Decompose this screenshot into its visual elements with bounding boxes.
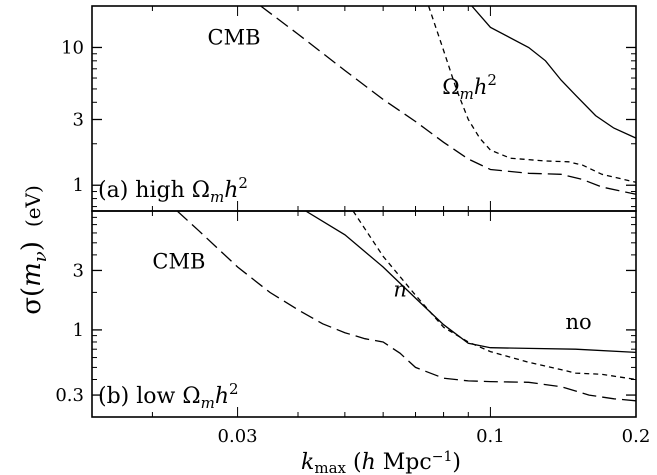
x-axis-title: kmax (h Mpc−1) (301, 449, 461, 475)
x-tick-label: 0.2 (622, 426, 651, 447)
y-axis-title-sigma: σ( (17, 287, 47, 315)
panel-label-top: (a) high Ωmh2 (98, 174, 248, 206)
x-axis-title-close: ) (452, 450, 461, 475)
annotation-bottom: n (393, 278, 407, 302)
y-tick-label-top: 1 (73, 175, 84, 196)
x-axis-title-mpc: Mpc (376, 450, 432, 475)
panel-top: 1 3 10 CMB Ωmh2 (a) high Ωmh2 (61, 5, 637, 212)
annotation-top: Ωmh2 (442, 71, 497, 103)
x-axis-title-k: k (301, 450, 314, 475)
x-tick-label: 0.03 (218, 426, 258, 447)
series-bottom-n-short (352, 211, 636, 381)
annotation-top: CMB (208, 26, 261, 50)
y-axis-title-nu: ν (30, 251, 51, 262)
panel-bottom: 0.3 1 3 0.03 0.1 0.2 CMB n no (b) low Ωmh2 (55, 210, 651, 447)
y-tick-label-bottom: 3 (73, 260, 84, 281)
y-axis-title: σ(mν) (eV) (17, 185, 51, 315)
x-tick-label: 0.1 (476, 426, 505, 447)
series-top-mh2-short (427, 6, 636, 183)
y-tick-label-top: 10 (61, 37, 84, 58)
annotation-bottom: CMB (152, 250, 205, 274)
series-bottom-no-solid (305, 211, 636, 354)
y-tick-label-top: 3 (73, 110, 84, 131)
y-axis-title-close: ) (17, 241, 47, 251)
y-axis-title-unit: (eV) (21, 185, 45, 227)
y-tick-label-bottom: 0.3 (55, 385, 84, 406)
y-tick-label-bottom: 1 (73, 320, 84, 341)
y-axis-title-m: m (17, 262, 47, 287)
x-axis-title-exp: −1 (432, 449, 453, 465)
plot-frame-bottom (91, 210, 637, 418)
panel-label-bottom: (b) low Ωmh2 (98, 380, 239, 412)
annotation-bottom: no (566, 310, 592, 334)
x-axis-title-h: h (362, 450, 376, 475)
series-top-solid-solid (471, 6, 636, 139)
x-axis-title-open: ( (346, 450, 362, 475)
x-axis-title-max: max (314, 459, 346, 475)
series-bottom-CMB-long (176, 211, 636, 402)
series-top-CMB-long (260, 6, 636, 195)
